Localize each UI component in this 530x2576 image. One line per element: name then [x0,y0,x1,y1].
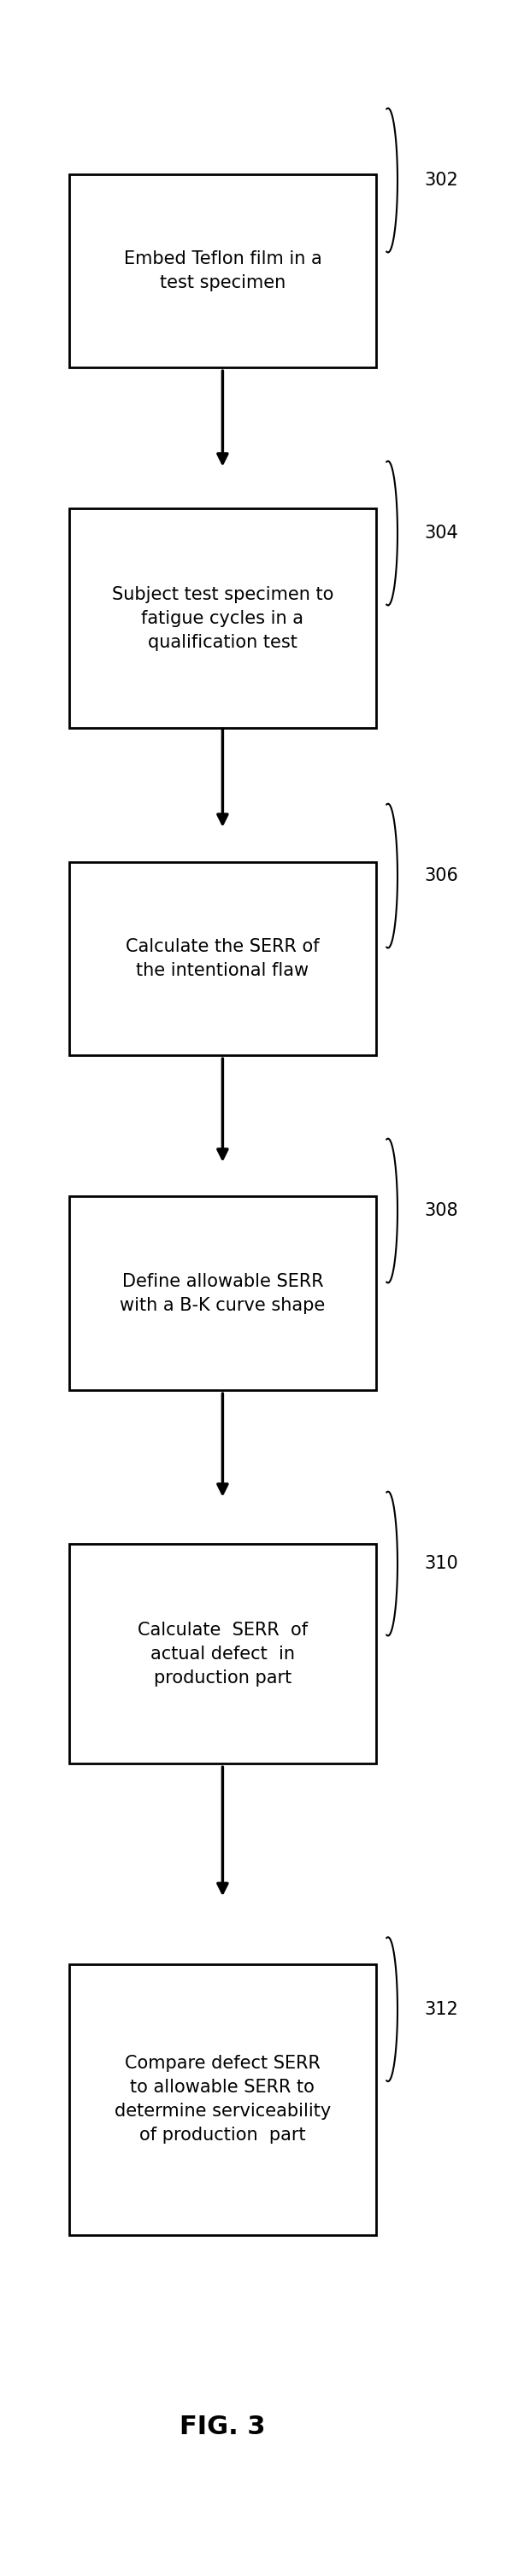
Text: 308: 308 [424,1203,458,1218]
Text: 312: 312 [424,2002,458,2017]
Bar [69,173,376,366]
Text: Calculate  SERR  of
actual defect  in
production part: Calculate SERR of actual defect in produ… [137,1620,308,1687]
Text: Subject test specimen to
fatigue cycles in a
qualification test: Subject test specimen to fatigue cycles … [112,585,333,652]
Text: Embed Teflon film in a
test specimen: Embed Teflon film in a test specimen [123,250,322,291]
Bar [69,1546,376,1762]
Bar [69,1963,376,2233]
Text: Compare defect SERR
to allowable SERR to
determine serviceability
of production : Compare defect SERR to allowable SERR to… [114,2056,331,2143]
Bar [69,860,376,1056]
Bar [69,1195,376,1391]
Text: 310: 310 [424,1556,458,1571]
Text: Calculate the SERR of
the intentional flaw: Calculate the SERR of the intentional fl… [126,938,320,979]
Text: FIG. 3: FIG. 3 [180,2414,266,2439]
Bar [69,507,376,726]
Text: Define allowable SERR
with a B-K curve shape: Define allowable SERR with a B-K curve s… [120,1273,325,1314]
Text: 306: 306 [424,868,458,884]
Text: 302: 302 [424,173,458,188]
Text: 304: 304 [424,526,458,541]
